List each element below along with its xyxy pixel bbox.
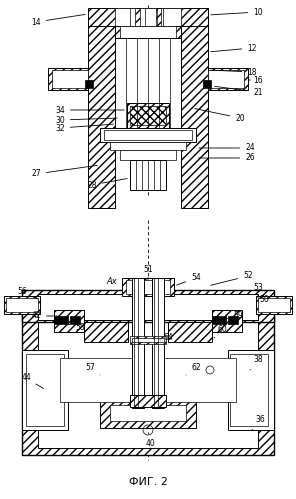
Bar [212, 316, 226, 324]
Text: 36: 36 [252, 416, 265, 430]
Bar [152, 278, 164, 408]
Bar [258, 298, 290, 312]
Bar [26, 354, 64, 426]
Text: 34: 34 [55, 105, 124, 114]
Bar [166, 40, 174, 101]
Bar [54, 310, 84, 332]
Bar [84, 322, 128, 342]
Bar [38, 322, 258, 448]
Bar [60, 358, 132, 402]
Bar [48, 68, 88, 90]
Text: 50: 50 [258, 295, 269, 310]
Bar [54, 316, 68, 324]
Text: 54: 54 [177, 273, 201, 285]
Text: 38: 38 [250, 355, 263, 370]
Bar [52, 70, 88, 88]
Text: 28: 28 [87, 179, 127, 190]
Bar [88, 8, 208, 26]
Text: 30: 30 [55, 115, 117, 124]
Bar [115, 26, 181, 38]
Bar [132, 278, 144, 408]
Bar [130, 106, 166, 125]
Text: 52: 52 [211, 271, 253, 285]
Bar [126, 280, 170, 294]
Text: 40: 40 [145, 433, 155, 449]
Bar [132, 338, 164, 342]
Bar [230, 354, 268, 426]
Bar [130, 336, 166, 344]
Text: 24: 24 [199, 144, 255, 153]
Bar [38, 294, 258, 320]
Bar [110, 142, 186, 150]
Text: 51: 51 [143, 265, 153, 280]
Bar [155, 40, 163, 101]
Bar [104, 130, 192, 140]
Text: 44: 44 [21, 373, 44, 389]
Bar [256, 296, 292, 314]
Bar [122, 40, 130, 101]
Bar [22, 310, 274, 455]
Bar [100, 128, 196, 142]
Text: 21: 21 [215, 86, 263, 96]
Bar [100, 400, 196, 428]
Text: 59: 59 [223, 311, 243, 320]
Text: 20: 20 [195, 109, 245, 122]
Bar [144, 40, 152, 101]
Bar [120, 150, 176, 160]
Bar [115, 38, 181, 128]
Text: 26: 26 [199, 154, 255, 163]
Bar [130, 395, 166, 407]
Bar [228, 316, 238, 324]
Bar [228, 350, 274, 430]
Bar [161, 8, 181, 26]
Bar [168, 322, 212, 342]
Bar [127, 103, 169, 128]
Bar [181, 8, 208, 208]
Text: 14: 14 [31, 14, 85, 26]
Bar [203, 80, 211, 88]
Bar [110, 405, 186, 421]
Text: 32: 32 [55, 123, 113, 133]
Bar [6, 298, 38, 312]
Text: 57: 57 [85, 363, 100, 375]
Text: Ax: Ax [107, 277, 118, 286]
Bar [212, 310, 242, 332]
Text: 12: 12 [211, 43, 257, 52]
Bar [120, 38, 176, 103]
Text: 42: 42 [31, 311, 57, 320]
Bar [70, 316, 80, 324]
Text: 64: 64 [160, 333, 173, 342]
Text: 58: 58 [65, 323, 85, 332]
Text: ФИГ. 2: ФИГ. 2 [128, 477, 168, 487]
Bar [208, 70, 244, 88]
Bar [140, 8, 156, 26]
Bar [4, 296, 40, 314]
Text: 10: 10 [211, 7, 263, 16]
Bar [133, 40, 141, 101]
Text: 62: 62 [186, 363, 201, 375]
Bar [130, 160, 166, 190]
Bar [164, 358, 236, 402]
Bar [88, 8, 115, 208]
Bar [120, 26, 176, 38]
Text: 18: 18 [211, 67, 257, 76]
Bar [85, 80, 93, 88]
Bar [22, 290, 274, 322]
Bar [115, 8, 135, 26]
Bar [22, 350, 68, 430]
Bar [122, 278, 174, 296]
Text: 16: 16 [248, 75, 263, 84]
Text: 60: 60 [214, 325, 227, 338]
Text: 56: 56 [17, 287, 38, 299]
Text: 27: 27 [31, 165, 97, 179]
Bar [208, 68, 248, 90]
Text: 53: 53 [253, 283, 263, 298]
